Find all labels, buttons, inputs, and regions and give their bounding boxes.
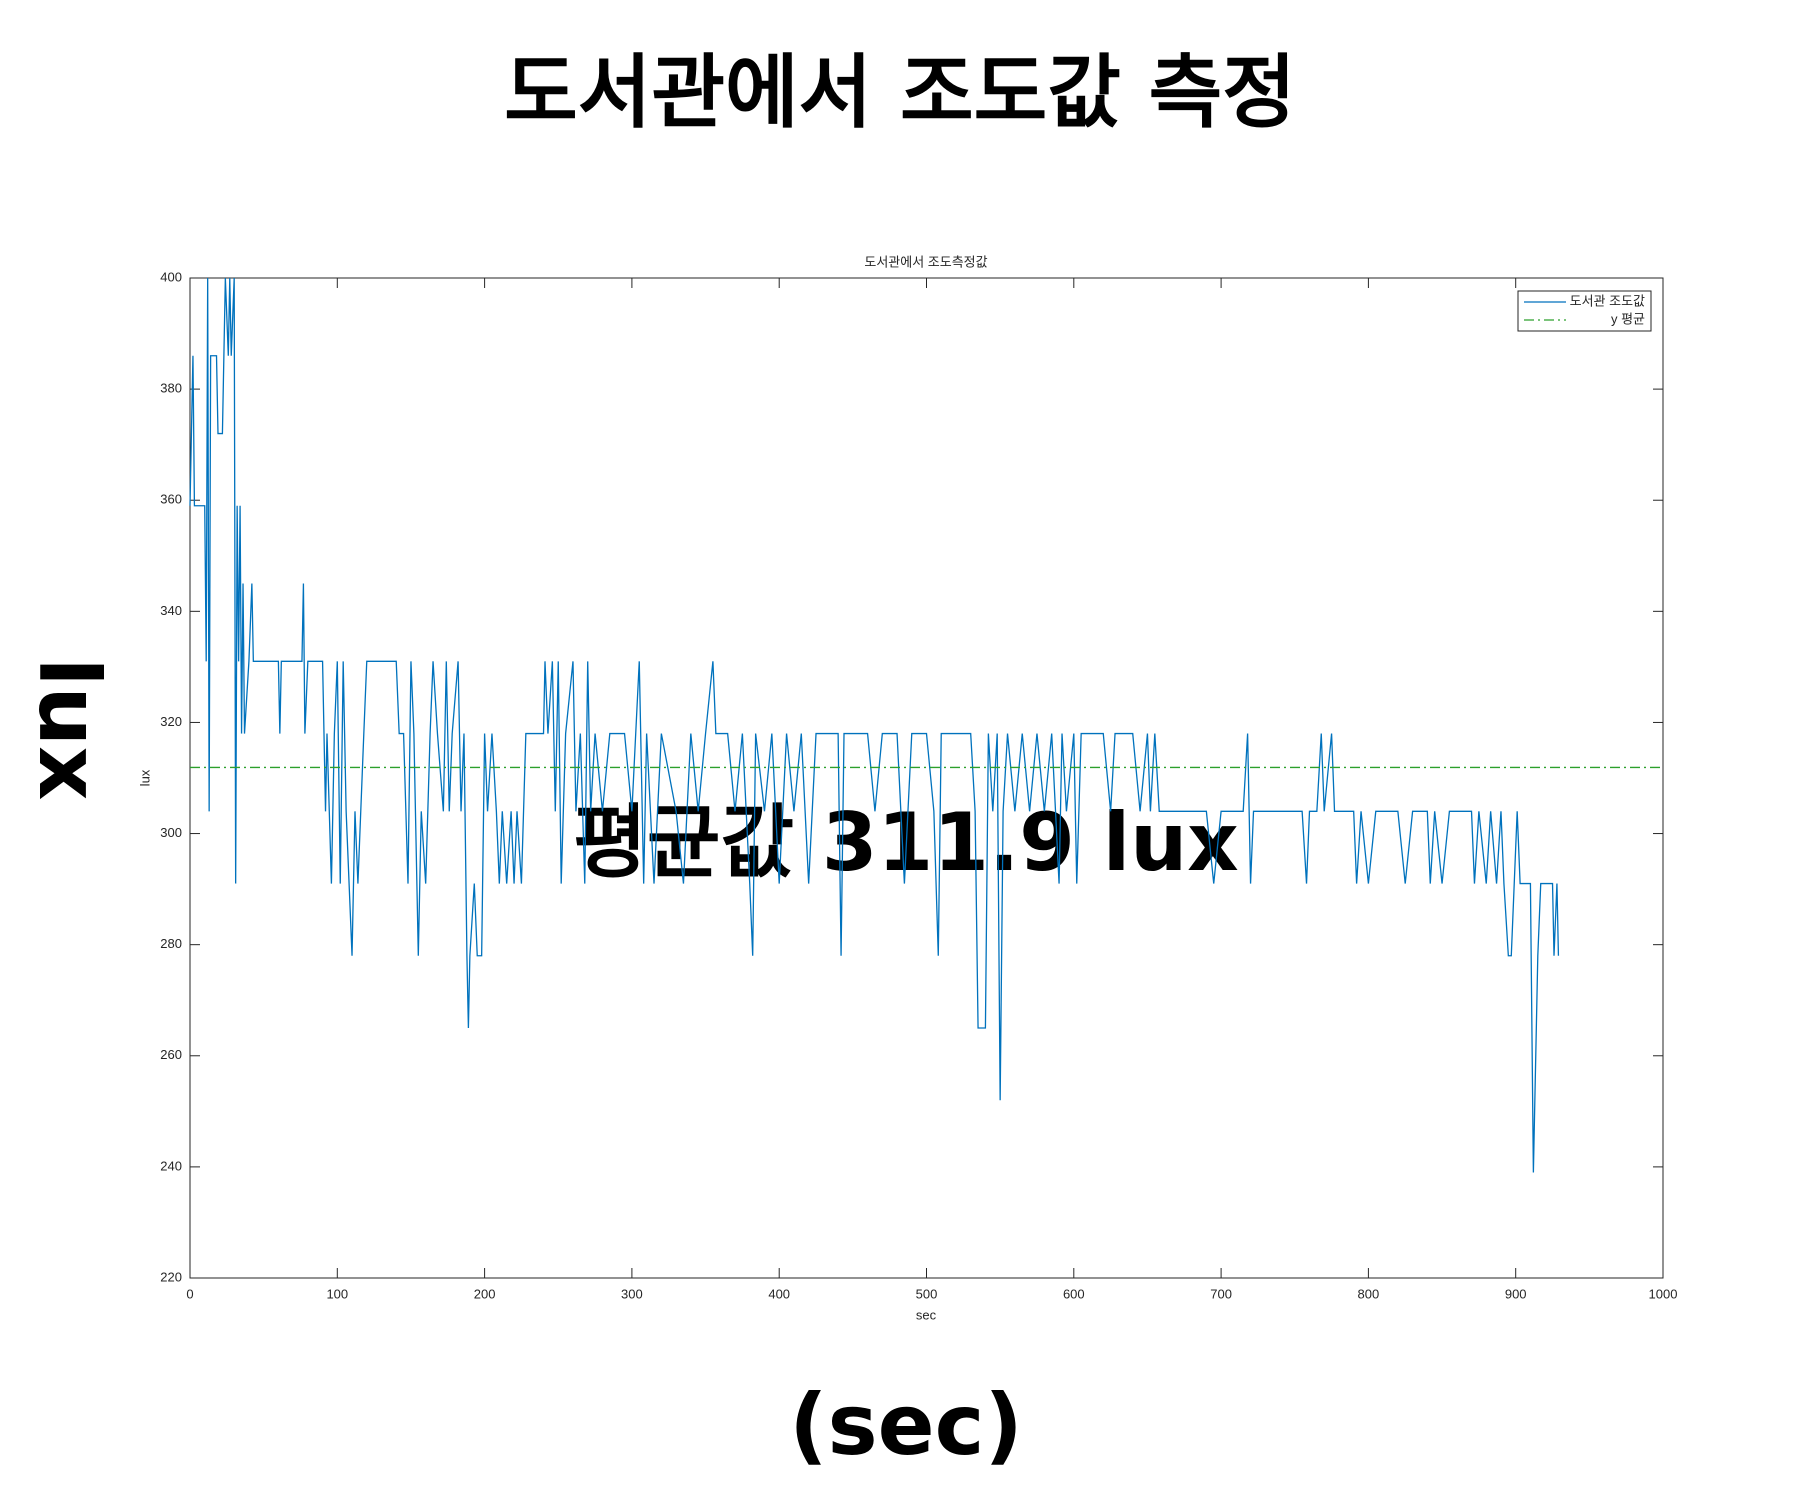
legend-label: 도서관 조도값: [1570, 293, 1645, 308]
y-tick-label: 320: [160, 714, 182, 729]
y-tick-label: 240: [160, 1158, 182, 1173]
y-tick-label: 340: [160, 603, 182, 618]
page-title: 도서관에서 조도값 측정: [504, 46, 1296, 139]
x-tick-label: 100: [326, 1286, 348, 1301]
x-tick-label: 400: [768, 1286, 790, 1301]
legend-label: y 평균: [1611, 311, 1645, 326]
y-tick-label: 360: [160, 492, 182, 507]
data-line: [189, 277, 1560, 1173]
x-tick-label: 800: [1358, 1286, 1380, 1301]
y-tick-label: 380: [160, 381, 182, 396]
x-tick-label: 300: [621, 1286, 643, 1301]
y-tick-label: 280: [160, 936, 182, 951]
page-x-label: (sec): [789, 1376, 1023, 1474]
y-tick-label: 220: [160, 1269, 182, 1284]
y-tick-label: 260: [160, 1047, 182, 1062]
y-tick-label: 400: [160, 269, 182, 284]
plot-frame: [189, 277, 1664, 1279]
x-tick-label: 600: [1063, 1286, 1085, 1301]
chart-title: 도서관에서 조도측정값: [864, 254, 987, 269]
x-tick-label: 900: [1505, 1286, 1527, 1301]
x-tick-label: 0: [186, 1286, 193, 1301]
x-axis-label: sec: [916, 1307, 937, 1322]
x-tick-label: 200: [474, 1286, 496, 1301]
page-y-label: lux: [20, 658, 118, 801]
x-tick-label: 1000: [1649, 1286, 1678, 1301]
x-tick-label: 700: [1210, 1286, 1232, 1301]
y-tick-label: 300: [160, 825, 182, 840]
x-tick-label: 500: [916, 1286, 938, 1301]
legend-box: [1517, 290, 1652, 332]
y-axis-label: lux: [137, 769, 152, 786]
